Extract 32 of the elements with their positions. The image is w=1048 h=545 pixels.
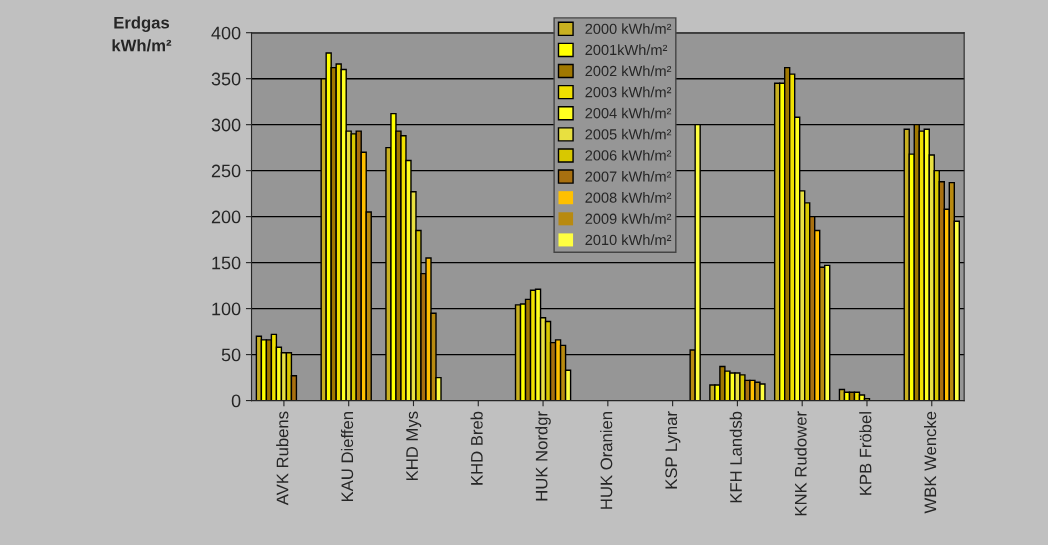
x-tick-label: HUK Oranien	[600, 412, 613, 509]
x-tick-label: KAU Dieffen	[340, 412, 354, 502]
y-tick-label: 400	[211, 26, 241, 40]
legend-label: 2001kWh/m²	[585, 44, 668, 56]
legend-label: 2007 kWh/m²	[585, 171, 672, 182]
y-tick-label: 350	[211, 72, 241, 86]
x-tick-label: WBK Wencke	[924, 411, 937, 514]
y-tick-label: 50	[221, 348, 241, 362]
legend-label: 2009 kWh/m²	[585, 213, 672, 224]
y-tick-label: 200	[211, 210, 241, 224]
legend-label: 2006 kWh/m²	[585, 149, 672, 161]
y-tick-label: 0	[231, 394, 241, 408]
legend-label: 2003 kWh/m²	[585, 86, 672, 98]
legend-label: 2005 kWh/m²	[585, 128, 672, 140]
x-tick-label: HUK Nordgr	[535, 411, 551, 501]
y-tick-label: 150	[212, 256, 241, 270]
legend-label: 2008 kWh/m²	[585, 192, 672, 203]
y-tick-label: 300	[211, 118, 241, 132]
y-axis-title: Erdgas kWh/m²	[112, 16, 172, 52]
x-tick-label: KHD Breb	[470, 411, 483, 485]
y-tick-label: 250	[211, 164, 241, 178]
x-tick-label: KNK Rudower	[794, 411, 807, 516]
y-tick-label: 100	[212, 302, 241, 316]
legend-label: 2002 kWh/m²	[585, 65, 672, 77]
legend-label: 2000 kWh/m²	[585, 23, 672, 34]
x-tick-label: AVK Rubens	[276, 411, 289, 506]
x-tick-label: KSP Lynar	[665, 411, 681, 489]
x-tick-label: KPB Fröbel	[859, 412, 872, 495]
x-tick-label: KFH Landsb	[729, 411, 742, 503]
x-tick-label: KHD Mys	[406, 411, 422, 480]
legend-label: 2010 kWh/m²	[585, 234, 672, 246]
legend-label: 2004 kWh/m²	[585, 107, 672, 119]
